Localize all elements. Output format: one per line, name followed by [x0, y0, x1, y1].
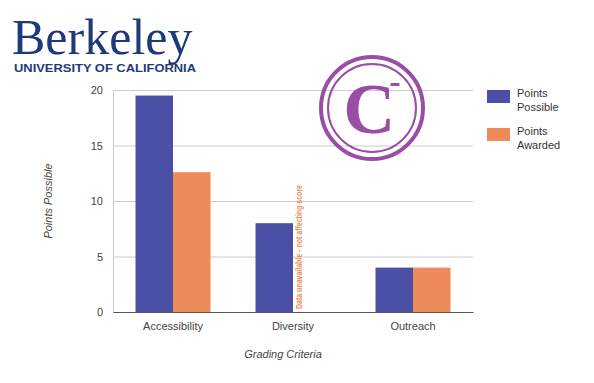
x-tick: Accessibility [143, 312, 203, 332]
x-tick: Diversity [272, 312, 315, 332]
bar [413, 268, 451, 312]
y-axis-title: Points Possible [42, 163, 54, 238]
bar [136, 96, 174, 312]
y-tick-label: 15 [91, 140, 103, 152]
x-tick-label: Accessibility [143, 320, 203, 332]
legend: PointsPossible PointsAwarded [487, 87, 560, 151]
y-tick-label: 20 [91, 84, 103, 96]
bar [256, 223, 294, 312]
x-tick-label: Outreach [390, 320, 435, 332]
logo-subtitle: UNIVERSITY OF CALIFORNIA [14, 62, 196, 74]
grid-line [113, 312, 473, 313]
y-tick-label: 5 [97, 251, 103, 263]
stamp: C- [321, 57, 423, 159]
y-tick-label: 0 [97, 306, 103, 318]
x-tick-label: Diversity [272, 320, 315, 332]
legend-label: PointsPossible [517, 87, 559, 113]
bars [136, 96, 451, 312]
bar [376, 268, 414, 312]
stamp-ring [321, 57, 423, 159]
chart: 0 5 10 15 20 Accessibility Diversity Outreach Po… [0, 0, 594, 383]
annotation: Data unavailable - not affecting score [293, 185, 304, 309]
x-axis-title: Grading Criteria [244, 348, 322, 360]
legend-swatch [487, 128, 510, 141]
stamp-ring [328, 64, 416, 152]
stamp-grade: C- [343, 63, 400, 149]
y-axis: 0 5 10 15 20 [91, 84, 473, 318]
x-axis: Accessibility Diversity Outreach [114, 312, 474, 332]
logo-name: Berkeley [12, 9, 192, 65]
y-tick: 20 [91, 84, 473, 96]
x-axis-line [114, 312, 474, 313]
bar [173, 172, 211, 312]
y-tick-label: 10 [91, 195, 103, 207]
x-tick: Outreach [390, 312, 435, 332]
legend-swatch [487, 90, 510, 103]
legend-label: PointsAwarded [517, 125, 560, 151]
